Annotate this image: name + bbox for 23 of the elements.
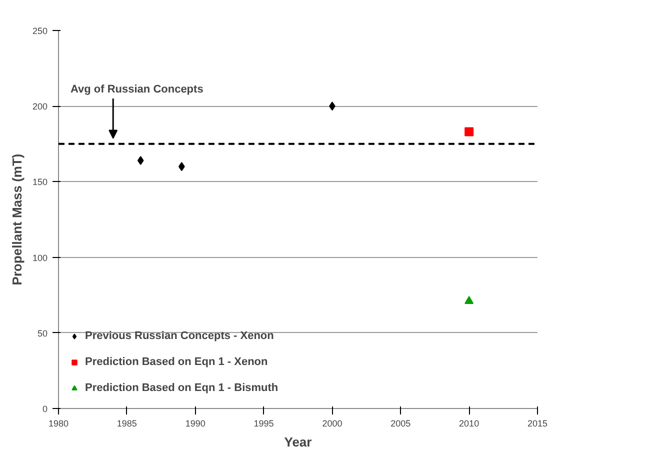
y-tick-label: 50 [37, 328, 48, 338]
y-tick-label: 100 [32, 252, 48, 263]
point [464, 127, 474, 136]
x-tick-label: 2005 [390, 418, 411, 428]
x-tick-label: 1990 [185, 418, 206, 428]
x-tick-label: 1980 [48, 418, 69, 428]
x-tick-label: 2010 [459, 418, 480, 428]
ref-line-label: Avg of Russian Concepts [70, 84, 204, 96]
y-tick-label: 0 [42, 404, 48, 414]
legend-label: Previous Russian Concepts - Xenon [85, 330, 274, 342]
x-axis-title: Year [284, 434, 312, 450]
x-tick-label: 1985 [116, 418, 137, 428]
y-tick-label: 200 [32, 102, 48, 112]
x-tick-label: 2000 [322, 418, 342, 428]
y-tick-label: 250 [32, 26, 48, 36]
y-tick-label: 150 [32, 177, 48, 188]
legend-label: Prediction Based on Eqn 1 - Xenon [85, 356, 268, 368]
legend-label: Prediction Based on Eqn 1 - Bismuth [85, 382, 278, 394]
y-axis-title: Propellant Mass (mT) [9, 154, 24, 286]
x-tick-label: 2015 [527, 418, 548, 428]
point [464, 296, 474, 304]
point [137, 156, 144, 166]
x-tick-label: 1995 [254, 418, 274, 428]
